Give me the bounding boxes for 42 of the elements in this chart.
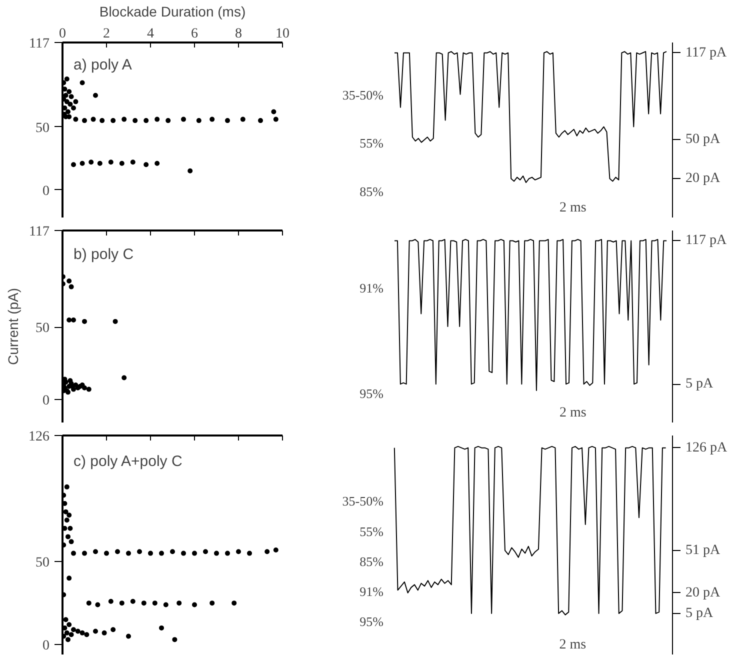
y-tick-label: 50 xyxy=(36,321,50,336)
x-tick-label: 6 xyxy=(191,26,198,42)
x-tick-label: 4 xyxy=(147,26,154,42)
y-tick-label: 117 xyxy=(29,224,50,240)
text: 95% xyxy=(360,614,384,630)
text: 55% xyxy=(360,524,384,539)
y-axis-title: Current (pA) xyxy=(5,288,22,366)
x-tick-label: 8 xyxy=(235,26,242,42)
text: 91% xyxy=(360,584,384,600)
y-tick-label: 20 pA xyxy=(686,171,721,186)
text: 91% xyxy=(360,280,384,296)
text: 85% xyxy=(360,554,384,569)
y-tick-label: 50 xyxy=(36,556,50,571)
y-tick-label: 117 pA xyxy=(686,45,728,60)
y-tick-label: 50 xyxy=(36,120,50,136)
annotation: 2 ms xyxy=(560,406,586,420)
x-tick-label: 10 xyxy=(276,26,290,42)
y-tick-label: 126 pA xyxy=(686,440,728,456)
text: 35-50% xyxy=(342,494,384,509)
text: 85% xyxy=(360,184,384,199)
x-axis-title: Blockade Duration (ms) xyxy=(99,4,246,20)
y-tick-label: 20 pA xyxy=(686,585,721,600)
y-tick-label: 126 xyxy=(28,430,50,444)
y-tick-label: 0 xyxy=(42,184,50,199)
text: 55% xyxy=(360,136,384,151)
annotation: 2 ms xyxy=(559,638,586,652)
y-tick-label: 5 pA xyxy=(686,606,714,621)
y-tick-label: 51 pA xyxy=(686,542,721,558)
x-tick-label: 2 xyxy=(103,26,110,42)
y-tick-label: 50 pA xyxy=(686,132,721,148)
y-tick-label: 0 xyxy=(42,638,50,654)
annotation: 2 ms xyxy=(560,200,586,216)
text: b) poly C xyxy=(74,246,134,263)
y-tick-label: 5 pA xyxy=(686,376,714,392)
x-tick-label: 0 xyxy=(59,26,66,42)
y-tick-label: 117 pA xyxy=(686,233,728,248)
y-tick-label: 117 xyxy=(29,36,50,52)
y-tick-label: 0 xyxy=(42,393,50,408)
text: 35-50% xyxy=(342,88,384,102)
text: c) poly A+poly C xyxy=(74,453,182,470)
text: a) poly A xyxy=(74,56,132,74)
text: 95% xyxy=(360,386,384,402)
